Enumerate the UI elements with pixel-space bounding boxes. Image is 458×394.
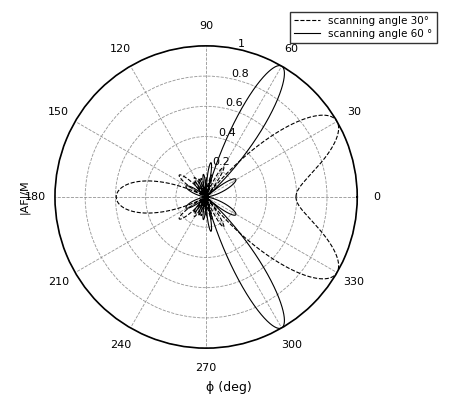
- scanning angle 30°: [191, 176, 197, 181]
- scanning angle 60 °: [215, 198, 220, 203]
- Legend: scanning angle 30°, scanning angle 60 °: scanning angle 30°, scanning angle 60 °: [290, 12, 436, 43]
- scanning angle 30°: [204, 208, 210, 212]
- scanning angle 30°: [315, 225, 320, 229]
- scanning angle 60 °: [222, 201, 227, 206]
- scanning angle 60 °: [199, 194, 204, 199]
- scanning angle 30°: [293, 195, 299, 199]
- Text: |AF|/M: |AF|/M: [20, 180, 30, 214]
- scanning angle 30°: [325, 238, 331, 242]
- scanning angle 60 °: [203, 195, 209, 199]
- Text: ϕ (deg): ϕ (deg): [206, 381, 252, 394]
- Line: scanning angle 30°: scanning angle 30°: [116, 115, 338, 279]
- scanning angle 60 °: [199, 188, 204, 193]
- scanning angle 30°: [203, 199, 208, 203]
- scanning angle 30°: [334, 119, 340, 124]
- scanning angle 60 °: [205, 214, 210, 219]
- scanning angle 30°: [203, 195, 209, 199]
- scanning angle 30°: [293, 195, 299, 199]
- scanning angle 60 °: [203, 195, 209, 199]
- scanning angle 60 °: [279, 64, 284, 69]
- scanning angle 60 °: [201, 217, 206, 222]
- Line: scanning angle 60 °: scanning angle 60 °: [186, 65, 284, 329]
- scanning angle 30°: [126, 182, 131, 186]
